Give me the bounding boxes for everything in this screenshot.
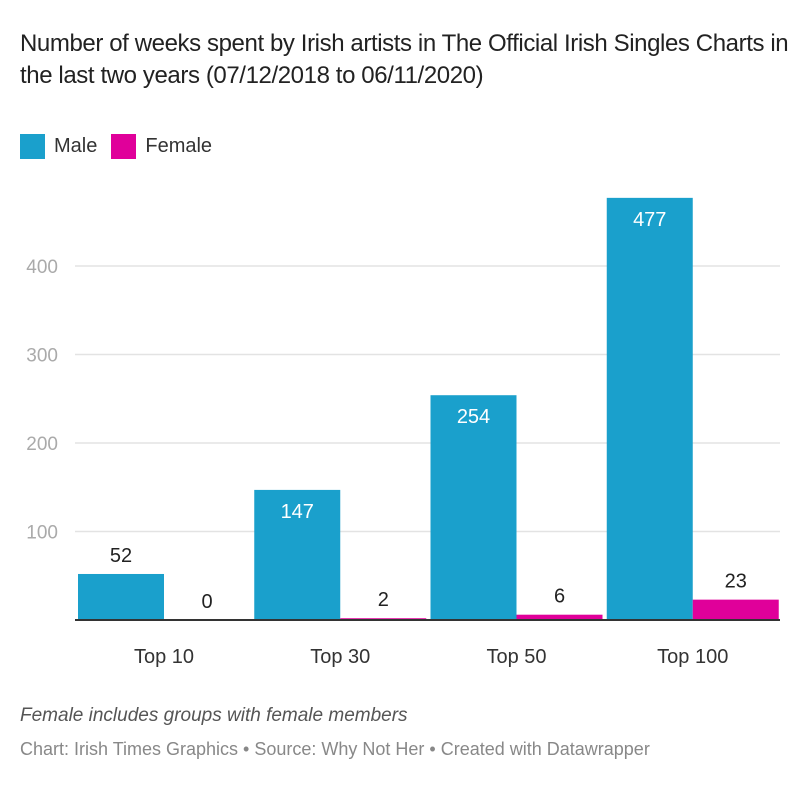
data-label: 52 bbox=[110, 545, 132, 567]
chart-title: Number of weeks spent by Irish artists i… bbox=[20, 30, 789, 89]
bar-male-top-30 bbox=[254, 489, 341, 620]
legend-label-male: Male bbox=[54, 135, 98, 157]
data-label: 254 bbox=[457, 406, 490, 428]
bar-female-top-50 bbox=[516, 614, 603, 620]
legend-swatch-male bbox=[20, 134, 45, 159]
bar-chart: 100 200 300 400 52 0 Top 10 147 2 Top 30 254 6 Top 5… bbox=[26, 197, 780, 668]
legend-item-female: Female bbox=[111, 134, 212, 159]
footnote: Female includes groups with female membe… bbox=[20, 705, 408, 726]
legend-label-female: Female bbox=[145, 135, 213, 157]
bar-female-top-100 bbox=[692, 599, 779, 620]
data-label: 147 bbox=[281, 501, 314, 523]
y-tick-label: 300 bbox=[26, 346, 58, 367]
legend: Male Female bbox=[20, 134, 226, 159]
x-tick-label: Top 10 bbox=[134, 646, 194, 668]
source-credit: Chart: Irish Times Graphics • Source: Wh… bbox=[20, 739, 650, 759]
legend-item-male: Male bbox=[20, 134, 97, 159]
bar-male-top-100 bbox=[606, 197, 693, 621]
data-label: 2 bbox=[378, 589, 389, 611]
data-label: 23 bbox=[725, 571, 747, 593]
x-tick-label: Top 30 bbox=[310, 646, 370, 668]
data-label: 6 bbox=[554, 586, 565, 608]
y-tick-label: 400 bbox=[26, 257, 58, 278]
bar-male-top-50 bbox=[430, 395, 517, 620]
y-tick-label: 100 bbox=[26, 523, 58, 544]
bar-male-top-10 bbox=[78, 573, 164, 620]
data-label: 0 bbox=[201, 591, 212, 613]
x-tick-label: Top 100 bbox=[657, 646, 728, 668]
y-tick-label: 200 bbox=[26, 434, 58, 455]
data-label: 477 bbox=[633, 209, 666, 231]
x-tick-label: Top 50 bbox=[486, 646, 546, 668]
legend-swatch-female bbox=[111, 134, 137, 159]
